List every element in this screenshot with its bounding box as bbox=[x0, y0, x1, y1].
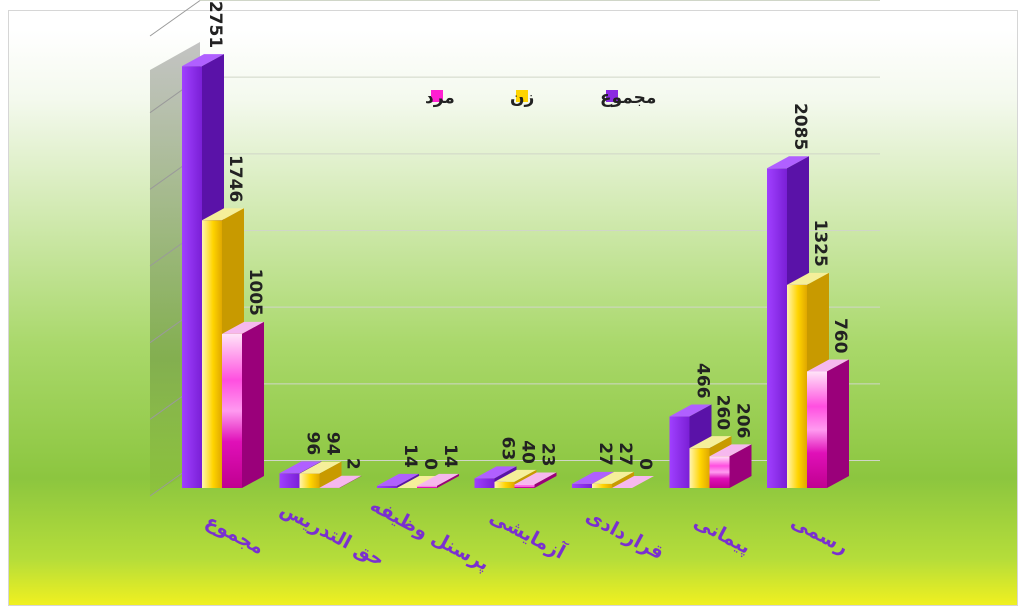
bar bbox=[612, 476, 654, 488]
data-label: 0 bbox=[420, 458, 440, 470]
data-label: 27 bbox=[615, 442, 635, 466]
legend-swatch bbox=[606, 90, 618, 102]
data-label: 2085 bbox=[790, 103, 810, 150]
legend-swatch bbox=[431, 90, 443, 102]
data-label: 96 bbox=[303, 432, 323, 456]
data-label: 40 bbox=[518, 440, 538, 464]
bar bbox=[709, 444, 752, 488]
data-label: 260 bbox=[713, 395, 733, 431]
legend-label: زن bbox=[510, 88, 534, 108]
data-label: 2 bbox=[343, 458, 363, 470]
data-label: 466 bbox=[693, 363, 713, 399]
bar bbox=[417, 473, 459, 488]
legend-swatch bbox=[516, 90, 528, 102]
data-label: 94 bbox=[323, 432, 343, 456]
data-label: 206 bbox=[733, 403, 753, 439]
data-label: 1325 bbox=[810, 220, 830, 267]
data-label: 23 bbox=[538, 443, 558, 467]
gridlines bbox=[149, 0, 880, 497]
data-label: 1005 bbox=[245, 269, 265, 316]
legend-label: مرد bbox=[425, 88, 455, 108]
bar bbox=[807, 359, 849, 488]
bar bbox=[299, 461, 342, 488]
bar bbox=[592, 471, 634, 488]
data-label: 14 bbox=[440, 444, 460, 468]
legend: مجموع زن مرد bbox=[425, 88, 656, 108]
bar bbox=[319, 475, 362, 488]
data-label: 27 bbox=[595, 442, 615, 466]
data-label: 1746 bbox=[225, 155, 245, 202]
bar bbox=[222, 321, 264, 488]
data-label: 760 bbox=[830, 318, 850, 354]
data-label: 14 bbox=[400, 444, 420, 468]
data-label: 0 bbox=[635, 458, 655, 470]
bar bbox=[377, 473, 419, 488]
gridline-wall bbox=[149, 0, 201, 37]
bars-group bbox=[182, 54, 849, 489]
bar bbox=[397, 476, 439, 488]
data-label: 63 bbox=[498, 437, 518, 461]
legend-label: مجموع bbox=[600, 88, 656, 108]
data-label: 2751 bbox=[205, 1, 225, 48]
bar bbox=[514, 472, 557, 488]
